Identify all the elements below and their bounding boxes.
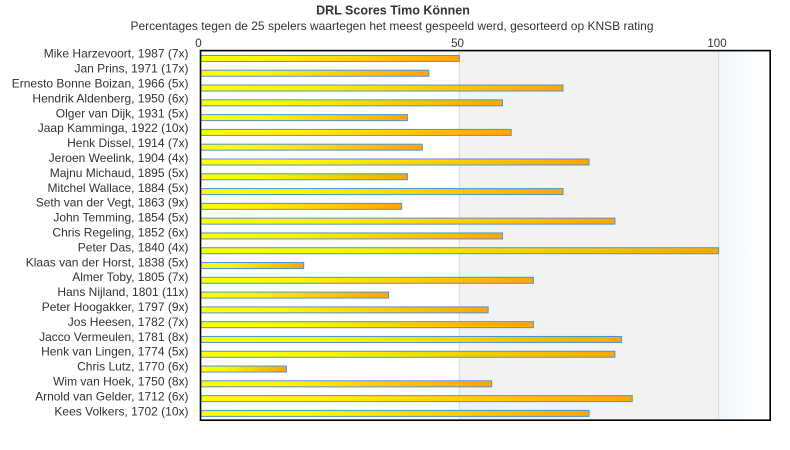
svg-text:Majnu Michaud, 1895 (5x): Majnu Michaud, 1895 (5x) — [50, 166, 189, 180]
svg-text:Almer Toby, 1805 (7x): Almer Toby, 1805 (7x) — [72, 270, 188, 284]
svg-text:Hans Nijland, 1801 (11x): Hans Nijland, 1801 (11x) — [57, 285, 188, 299]
svg-text:Jaap Kamminga, 1922 (10x): Jaap Kamminga, 1922 (10x) — [38, 121, 189, 135]
svg-text:100: 100 — [707, 38, 726, 50]
svg-text:Peter Das, 1840 (4x): Peter Das, 1840 (4x) — [78, 240, 189, 254]
svg-text:Klaas van der Horst, 1838 (5x): Klaas van der Horst, 1838 (5x) — [26, 255, 189, 269]
svg-text:DRL Scores Timo Können: DRL Scores Timo Können — [316, 4, 470, 18]
svg-text:Olger van Dijk, 1931 (5x): Olger van Dijk, 1931 (5x) — [56, 106, 189, 120]
svg-text:Peter Hoogakker, 1797 (9x): Peter Hoogakker, 1797 (9x) — [42, 300, 189, 314]
svg-text:Seth van der Vegt, 1863 (9x): Seth van der Vegt, 1863 (9x) — [36, 196, 189, 210]
svg-text:Jacco Vermeulen, 1781 (8x): Jacco Vermeulen, 1781 (8x) — [39, 330, 188, 344]
svg-text:Henk Dissel, 1914 (7x): Henk Dissel, 1914 (7x) — [67, 136, 188, 150]
svg-text:Arnold van Gelder, 1712 (6x): Arnold van Gelder, 1712 (6x) — [35, 389, 188, 403]
svg-text:0: 0 — [195, 38, 201, 50]
svg-text:Mitchel Wallace, 1884 (5x): Mitchel Wallace, 1884 (5x) — [48, 181, 189, 195]
svg-text:Kees Volkers, 1702 (10x): Kees Volkers, 1702 (10x) — [54, 404, 188, 418]
svg-text:Henk van Lingen, 1774 (5x): Henk van Lingen, 1774 (5x) — [41, 345, 188, 359]
svg-text:Wim van Hoek, 1750 (8x): Wim van Hoek, 1750 (8x) — [53, 375, 188, 389]
svg-text:John Temming, 1854 (5x): John Temming, 1854 (5x) — [53, 211, 188, 225]
svg-text:Ernesto Bonne Boizan, 1966 (5x: Ernesto Bonne Boizan, 1966 (5x) — [12, 77, 189, 91]
svg-text:Jos Heesen, 1782 (7x): Jos Heesen, 1782 (7x) — [68, 315, 189, 329]
svg-text:Jan Prins, 1971 (17x): Jan Prins, 1971 (17x) — [74, 62, 188, 76]
svg-text:Chris Lutz, 1770 (6x): Chris Lutz, 1770 (6x) — [77, 360, 188, 374]
svg-text:Percentages tegen de 25 speler: Percentages tegen de 25 spelers waartege… — [131, 19, 654, 33]
svg-text:Chris Regeling, 1852 (6x): Chris Regeling, 1852 (6x) — [52, 226, 188, 240]
svg-text:Hendrik Aldenberg, 1950 (6x): Hendrik Aldenberg, 1950 (6x) — [32, 91, 188, 105]
svg-text:Jeroen Weelink, 1904 (4x): Jeroen Weelink, 1904 (4x) — [49, 151, 189, 165]
svg-text:50: 50 — [451, 38, 464, 50]
svg-text:Mike Harzevoort, 1987 (7x): Mike Harzevoort, 1987 (7x) — [44, 47, 189, 61]
